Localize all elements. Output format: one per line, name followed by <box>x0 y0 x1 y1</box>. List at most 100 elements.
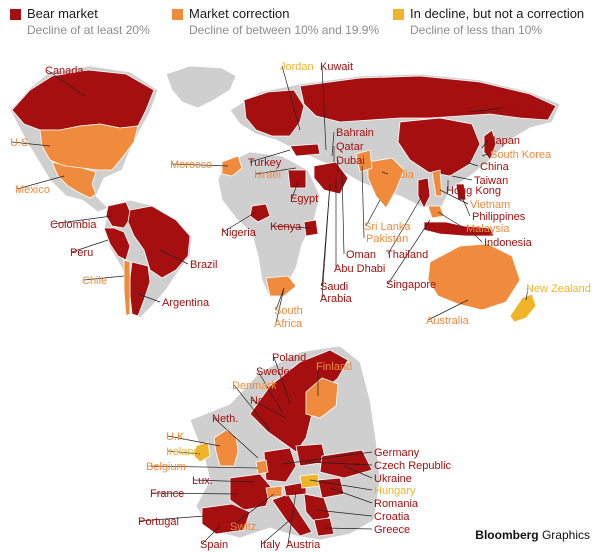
colombia-shape <box>105 201 133 229</box>
brazil-shape <box>127 205 191 279</box>
country-label: Vietnam <box>470 199 510 211</box>
leader-line <box>287 491 297 545</box>
leader-line <box>387 219 431 285</box>
country-label: Ukraine <box>374 473 412 485</box>
leader-line <box>481 139 489 149</box>
india-shape <box>367 157 405 209</box>
credit-suffix: Graphics <box>538 528 590 542</box>
mexico-shape <box>51 161 97 199</box>
country-label: Switz. <box>230 521 259 533</box>
country-label: Philippines <box>472 211 526 223</box>
us-shape <box>39 123 139 171</box>
country-label: Jordan <box>280 61 314 73</box>
leader-line <box>305 461 373 466</box>
australia-shape <box>427 243 521 311</box>
country-label: France <box>150 488 184 500</box>
country-label: Czech Republic <box>374 460 452 472</box>
leader-line <box>231 493 275 527</box>
country-label: Mexico <box>15 184 50 196</box>
leader-line <box>11 141 51 147</box>
leader-line <box>321 65 327 151</box>
leader-line <box>257 370 283 413</box>
canada-shape <box>11 69 155 131</box>
switzerland-shape <box>265 485 283 499</box>
germany-shape <box>263 447 297 483</box>
morocco-shape <box>221 155 243 177</box>
south-africa-shape <box>265 275 297 297</box>
nigeria-shape <box>249 203 271 223</box>
europe-inset <box>189 345 381 541</box>
country-label: Oman <box>346 249 376 261</box>
ireland-shape <box>193 441 211 463</box>
country-label: South Korea <box>490 149 552 161</box>
leader-line <box>469 229 483 243</box>
country-label: Italy <box>260 539 281 551</box>
leader-line <box>321 183 331 299</box>
country-label: Belgium <box>146 461 186 473</box>
leader-line <box>291 181 299 199</box>
leader-line <box>213 417 259 459</box>
leader-line <box>201 525 221 545</box>
legend: Bear market Decline of at least 20% Mark… <box>0 6 600 40</box>
leader-line <box>315 509 373 517</box>
country-label: Peru <box>70 247 93 259</box>
leader-line <box>361 165 365 239</box>
leader-line <box>261 519 291 545</box>
country-label: India <box>390 169 415 181</box>
country-label: South <box>274 305 303 317</box>
leader-line <box>331 131 335 157</box>
country-label: Argentina <box>162 297 210 309</box>
leader-line <box>437 211 465 229</box>
leader-line <box>137 293 161 303</box>
country-label: U.K. <box>166 431 187 443</box>
chile-shape <box>123 259 131 317</box>
leader-line <box>459 191 471 217</box>
country-label: China <box>480 161 510 173</box>
indonesia-shape <box>423 221 495 237</box>
leader-line <box>323 527 373 530</box>
leader-line <box>275 287 285 324</box>
thailand-shape <box>417 177 431 209</box>
country-label: Sweden <box>256 366 296 378</box>
country-label: Thailand <box>386 249 428 261</box>
finland-shape <box>305 377 339 419</box>
country-label: Chile <box>82 275 107 287</box>
leader-line <box>439 189 469 205</box>
country-label: Kenya <box>270 221 302 233</box>
malaysia-shape <box>427 205 445 219</box>
leader-line <box>233 384 271 431</box>
leader-line <box>365 199 381 227</box>
legend-title: In decline, but not a correction <box>410 6 585 21</box>
leader-line <box>147 465 259 469</box>
country-label: Finland <box>316 361 352 373</box>
country-label: Poland <box>272 352 306 364</box>
legend-title: Bear market <box>27 6 98 21</box>
leader-line <box>151 492 239 495</box>
china-shape <box>397 117 481 177</box>
leader-line <box>139 515 205 522</box>
peru-shape <box>103 227 131 261</box>
country-label: Nigeria <box>221 227 257 239</box>
country-label: Spain <box>200 539 228 551</box>
country-label: Hong Kong <box>446 185 501 197</box>
leader-line <box>222 211 257 233</box>
leader-line <box>341 171 345 255</box>
leader-line <box>525 287 529 301</box>
country-label: Egypt <box>290 193 318 205</box>
greece-shape <box>313 517 335 537</box>
leader-lines <box>11 65 529 545</box>
country-label: Turkey <box>248 157 282 169</box>
leader-line <box>465 161 479 167</box>
leader-line <box>167 435 221 447</box>
country-label: Kuwait <box>320 61 353 73</box>
country-label: Morocco <box>170 159 212 171</box>
leader-line <box>451 175 473 181</box>
leader-line <box>249 149 291 163</box>
country-label: Neth. <box>212 413 238 425</box>
kenya-shape <box>303 219 319 237</box>
leader-line <box>193 479 255 483</box>
leader-line <box>275 287 285 311</box>
belgium-shape <box>255 459 269 475</box>
leader-line <box>281 451 373 465</box>
